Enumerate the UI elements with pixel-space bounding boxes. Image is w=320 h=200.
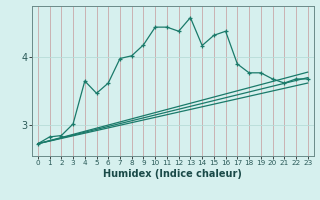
X-axis label: Humidex (Indice chaleur): Humidex (Indice chaleur) [103, 169, 242, 179]
